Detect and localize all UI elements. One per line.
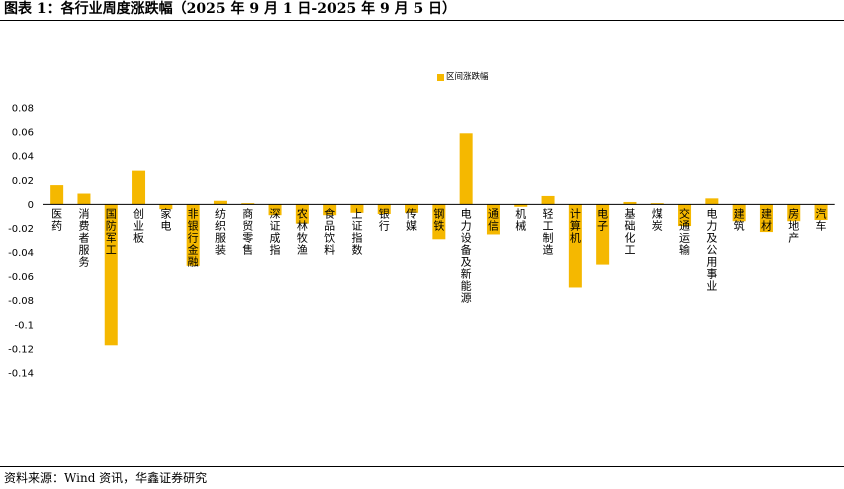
category-label: 深证成指 <box>270 207 281 256</box>
category-label: 建筑 <box>734 206 745 232</box>
category-label: 商贸零售 <box>242 206 253 256</box>
bar <box>541 195 555 205</box>
bar <box>759 204 773 233</box>
bar <box>705 198 719 205</box>
y-tick-label: -0.08 <box>8 296 34 307</box>
category-label: 国防军工 <box>106 207 117 256</box>
y-tick-label: -0.06 <box>8 272 34 283</box>
category-label: 汽车 <box>816 206 827 232</box>
bar <box>432 204 446 240</box>
y-tick-label: 0.04 <box>12 152 34 163</box>
y-tick-label: 0.02 <box>12 176 34 187</box>
category-label: 农林牧渔 <box>297 206 308 256</box>
bar <box>623 201 637 205</box>
bar <box>405 204 419 213</box>
title-rule <box>0 20 844 21</box>
bar <box>514 204 528 207</box>
y-tick-label: -0.12 <box>8 344 34 355</box>
category-label: 交通运输 <box>679 206 690 256</box>
category-label: 消费者服务 <box>78 206 89 268</box>
category-label: 房地产 <box>788 207 799 244</box>
bar <box>814 204 828 221</box>
bar <box>678 204 692 227</box>
category-label: 创业板 <box>133 207 144 244</box>
category-label: 电力及公用事业 <box>706 207 717 292</box>
category-label: 机械 <box>515 206 526 232</box>
bar <box>104 204 118 346</box>
category-label: 通信 <box>488 207 499 232</box>
bar <box>295 204 309 224</box>
source-rule <box>0 466 844 467</box>
bar <box>650 203 664 205</box>
category-label: 电力设备及新能源 <box>461 207 472 304</box>
category-label: 纺织服装 <box>215 206 226 256</box>
category-label: 上证指数 <box>351 207 362 256</box>
bar <box>459 133 473 205</box>
figure-title: 图表 1：各行业周度涨跌幅（2025 年 9 月 1 日-2025 年 9 月 … <box>4 1 457 17</box>
category-label: 医药 <box>51 207 62 232</box>
bar <box>213 200 227 205</box>
y-tick-label: -0.04 <box>8 248 34 259</box>
bar <box>377 204 391 214</box>
category-label: 非银行金融 <box>188 207 199 268</box>
category-label: 煤炭 <box>652 207 663 232</box>
bar <box>732 204 746 222</box>
bar <box>77 193 91 205</box>
bar <box>486 204 500 235</box>
bar <box>350 204 364 213</box>
bar <box>159 204 173 210</box>
bar <box>268 204 282 216</box>
bar <box>186 204 200 266</box>
bar <box>132 170 146 205</box>
category-label: 轻工制造 <box>543 206 554 256</box>
y-tick-label: -0.14 <box>8 369 34 380</box>
chart-legend: 区间涨跌幅 <box>437 71 489 83</box>
category-label: 计算机 <box>570 207 581 244</box>
y-tick-label: 0 <box>28 200 34 211</box>
bar-chart: 0.08 0.06 0.04 0.02 0 -0.02 -0.04 -0.06 -0.08 -0.… <box>8 104 835 380</box>
category-label: 传媒 <box>406 207 417 232</box>
bar <box>596 204 610 265</box>
category-label: 电子 <box>597 207 608 232</box>
y-tick-label: 0.08 <box>12 104 34 115</box>
source-note: 资料来源：Wind 资讯，华鑫证券研究 <box>4 471 208 485</box>
y-tick-label: -0.02 <box>8 224 34 235</box>
y-tick-label: -0.1 <box>14 320 34 331</box>
category-label: 家电 <box>160 206 171 232</box>
bar <box>568 204 582 288</box>
bar <box>787 204 801 222</box>
category-label: 基础化工 <box>624 207 635 256</box>
bar <box>50 185 64 205</box>
category-label: 建材 <box>761 206 772 232</box>
legend-swatch <box>437 73 444 81</box>
y-tick-label: 0.06 <box>12 128 34 139</box>
bar <box>241 203 255 205</box>
category-label: 银行 <box>379 206 390 232</box>
legend-label: 区间涨跌幅 <box>446 72 489 82</box>
category-label: 食品饮料 <box>324 206 335 256</box>
bar <box>323 204 337 216</box>
category-label: 钢铁 <box>433 207 444 232</box>
